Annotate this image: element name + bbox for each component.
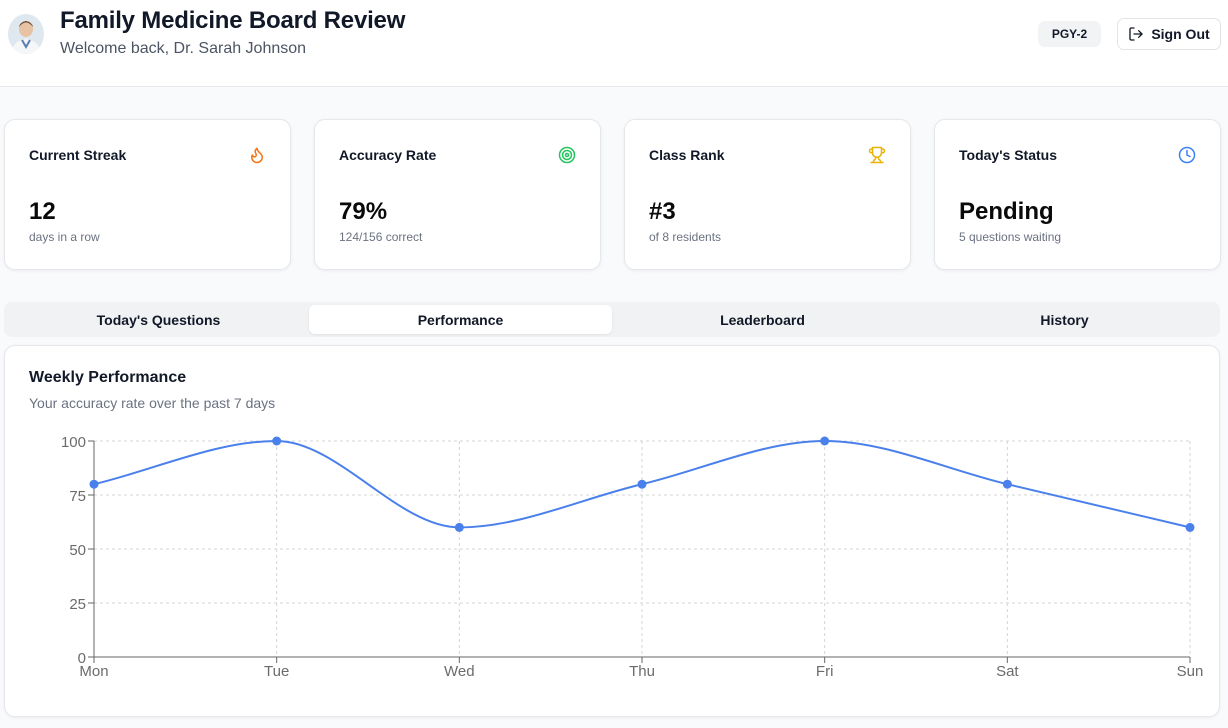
stat-label: Class Rank	[649, 147, 725, 163]
stat-subtext: days in a row	[29, 230, 100, 244]
y-tick-label: 75	[69, 488, 86, 505]
tab-bar: Today's Questions Performance Leaderboar…	[4, 302, 1220, 337]
tab-performance[interactable]: Performance	[309, 305, 612, 334]
panel-title: Weekly Performance	[29, 369, 187, 386]
stat-value: 79%	[339, 198, 388, 225]
stat-label: Today's Status	[959, 147, 1057, 163]
stat-card-rank: Class Rank #3 of 8 residents	[624, 119, 911, 270]
y-tick-label: 100	[61, 434, 86, 451]
stat-label: Current Streak	[29, 147, 127, 163]
stat-value: #3	[649, 198, 676, 225]
data-point	[1002, 479, 1012, 489]
y-tick-label: 25	[69, 596, 86, 613]
stat-card-accuracy: Accuracy Rate 79% 124/156 correct	[314, 119, 601, 270]
stat-label: Accuracy Rate	[339, 147, 437, 163]
y-tick-label: 0	[78, 650, 86, 667]
tab-leaderboard[interactable]: Leaderboard	[720, 311, 805, 328]
performance-panel: Weekly Performance Your accuracy rate ov…	[4, 345, 1220, 717]
sign-out-label: Sign Out	[1151, 26, 1210, 42]
sign-out-button[interactable]: Sign Out	[1117, 18, 1221, 50]
weekly-performance-chart: 0 25 50 75 100 Mon Tue Wed Thu Fri Sat Sun	[61, 434, 1204, 680]
stat-subtext: 5 questions waiting	[959, 230, 1062, 244]
y-tick-label: 50	[69, 542, 86, 559]
stat-card-status: Today's Status Pending 5 questions waiti…	[934, 119, 1221, 270]
clock-icon	[1178, 146, 1196, 164]
x-tick-label: Fri	[816, 663, 834, 680]
data-point	[454, 522, 464, 532]
stat-card-streak: Current Streak 12 days in a row	[4, 119, 291, 270]
app-header: Family Medicine Board Review Welcome bac…	[0, 0, 1228, 87]
data-point	[272, 436, 282, 446]
x-tick-label: Tue	[264, 663, 289, 680]
x-tick-label: Wed	[444, 663, 475, 680]
x-tick-label: Mon	[79, 663, 108, 680]
target-icon	[558, 146, 576, 164]
trophy-icon	[868, 146, 886, 164]
app-title: Family Medicine Board Review	[60, 7, 406, 34]
stat-subtext: of 8 residents	[649, 230, 722, 244]
avatar	[8, 14, 44, 54]
tab-history[interactable]: History	[1040, 311, 1089, 328]
tab-todays-questions[interactable]: Today's Questions	[96, 311, 221, 328]
x-tick-label: Sat	[996, 663, 1019, 680]
flame-icon	[251, 147, 263, 164]
welcome-message: Welcome back, Dr. Sarah Johnson	[60, 40, 307, 57]
level-badge: PGY-2	[1038, 21, 1101, 47]
data-point	[89, 479, 99, 489]
stat-subtext: 124/156 correct	[339, 230, 423, 244]
panel-subtitle: Your accuracy rate over the past 7 days	[29, 395, 276, 411]
data-point	[1185, 522, 1195, 532]
stat-value: Pending	[959, 198, 1054, 225]
data-point	[637, 479, 647, 489]
x-tick-label: Thu	[629, 663, 655, 680]
x-tick-label: Sun	[1177, 663, 1204, 680]
data-point	[820, 436, 830, 446]
stat-value: 12	[29, 198, 56, 225]
log-out-icon	[1129, 27, 1143, 41]
